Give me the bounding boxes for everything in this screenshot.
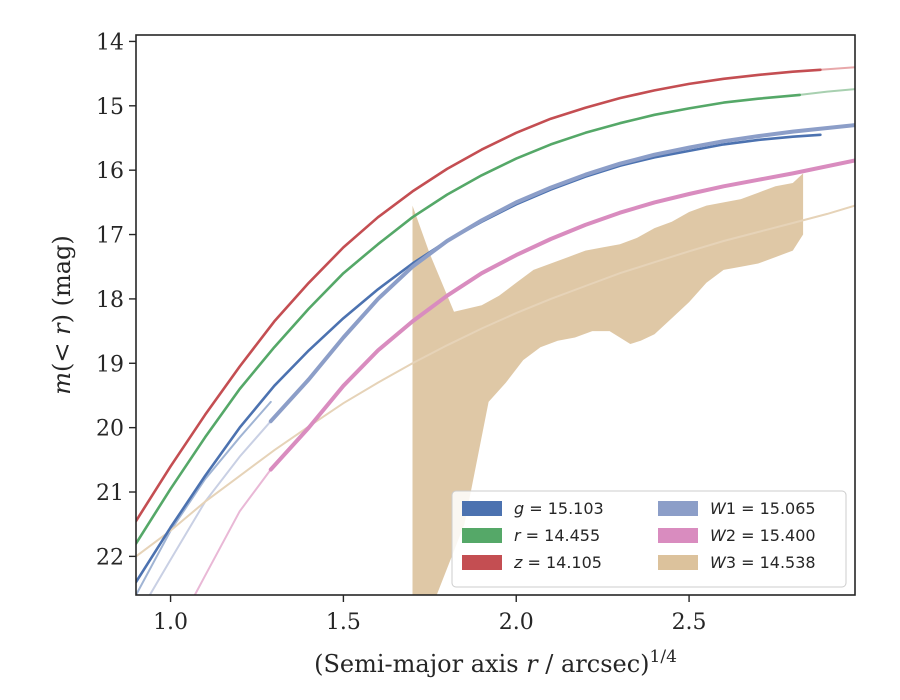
- bands-layer: [412, 173, 804, 595]
- y-axis-label: m(< r) (mag): [48, 235, 76, 395]
- faint-line-w2-15-400: [193, 468, 272, 595]
- y-tick-label: 19: [96, 352, 124, 377]
- y-tick-label: 17: [96, 224, 124, 249]
- faint-extensions-layer: [136, 66, 855, 595]
- legend-swatch-w1-15-065: [658, 501, 698, 516]
- series-line-w1-15-065: [268, 123, 855, 424]
- legend-label-w3-14-538: W3 = 14.538: [710, 553, 816, 572]
- series-line-r-14-455: [136, 93, 801, 545]
- y-tick-label: 21: [96, 481, 124, 506]
- x-tick-label: 2.5: [672, 610, 707, 635]
- y-tick-label: 15: [96, 95, 124, 120]
- y-tick-label: 22: [96, 545, 124, 570]
- x-tick-label: 1.5: [326, 610, 361, 635]
- plot-frame: [135, 34, 856, 596]
- legend: g = 15.103 r = 14.455 z = 14.105 W1 = 15.06…: [451, 490, 847, 588]
- y-tick-label: 16: [96, 159, 124, 184]
- legend-swatch-w3-14-538: [658, 555, 698, 570]
- legend-swatch-r-14-455: [462, 528, 502, 543]
- legend-label-z-14-105: z = 14.105: [513, 553, 602, 572]
- series-line-w2-15-400: [268, 158, 855, 472]
- y-tick-label: 20: [96, 417, 124, 442]
- legend-label-g-15-103: g = 15.103: [514, 499, 604, 518]
- legend-swatch-z-14-105: [462, 555, 502, 570]
- legend-label-w2-15-400: W2 = 15.400: [710, 526, 816, 545]
- faint-line-z-14-105: [819, 66, 855, 71]
- x-axis: 1.0 1.5 2.0 2.5: [153, 595, 707, 635]
- faint-line-w3-14-538: [136, 204, 855, 558]
- x-axis-label: (Semi-major axis r / arcsec)1/4: [314, 647, 677, 678]
- legend-label-w1-15-065: W1 = 15.065: [710, 499, 816, 518]
- band-w3-14-538: [412, 173, 804, 595]
- series-line-z-14-105: [136, 68, 822, 523]
- faint-line-g-15-103: [136, 400, 272, 595]
- y-tick-label: 14: [96, 30, 124, 55]
- y-tick-label: 18: [96, 288, 124, 313]
- legend-swatch-g-15-103: [462, 501, 502, 516]
- legend-label-r-14-455: r = 14.455: [514, 526, 600, 545]
- legend-box: [451, 490, 847, 588]
- legend-swatch-w2-15-400: [658, 528, 698, 543]
- x-tick-label: 1.0: [153, 610, 188, 635]
- y-axis-title: m(< r) (mag): [48, 235, 76, 395]
- y-axis: 14 15 16 17 18 19 20 21 22: [96, 30, 136, 570]
- series-layer: [136, 68, 855, 584]
- x-tick-label: 2.0: [499, 610, 534, 635]
- x-axis-title: (Semi-major axis r / arcsec)1/4: [314, 647, 677, 678]
- faint-line-r-14-455: [798, 88, 855, 96]
